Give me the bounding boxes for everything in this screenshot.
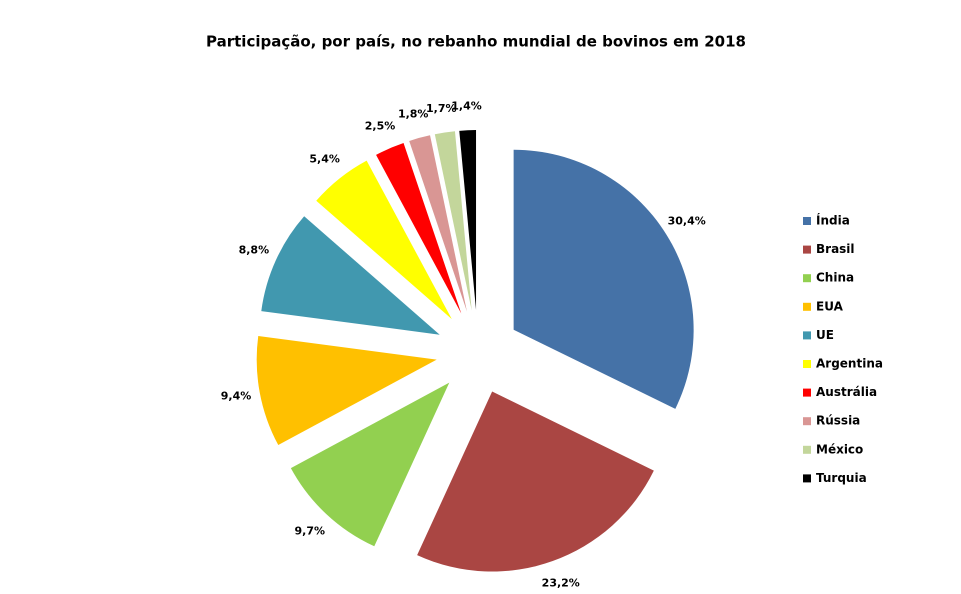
legend-swatch <box>803 217 811 225</box>
legend-label: EUA <box>816 299 844 313</box>
legend-swatch <box>803 360 811 368</box>
pie-slice <box>256 335 437 446</box>
data-label: 8,8% <box>239 244 270 257</box>
pie-slice <box>316 160 452 320</box>
legend-swatch <box>803 388 811 397</box>
data-label: 5,4% <box>309 153 340 166</box>
legend-swatch <box>803 245 811 254</box>
legend-label: China <box>816 271 854 285</box>
data-label: 23,2% <box>542 577 580 590</box>
pie-slice <box>513 149 694 409</box>
pie-slice <box>261 216 440 335</box>
pie-slice <box>290 382 450 547</box>
legend-label: Austrália <box>816 385 877 399</box>
data-label: 9,4% <box>221 389 252 402</box>
legend-swatch <box>803 331 811 340</box>
data-label: 1,7% <box>426 102 457 115</box>
legend-swatch <box>803 417 811 426</box>
data-label: 1,8% <box>398 108 429 121</box>
legend-swatch <box>803 302 811 311</box>
legend-label: Argentina <box>816 357 883 371</box>
legend-label: México <box>816 442 863 456</box>
pie-slice <box>417 391 654 572</box>
data-label: 9,7% <box>295 525 326 538</box>
legend-label: Brasil <box>816 242 855 256</box>
chart-title: Participação, por país, no rebanho mundi… <box>206 33 746 51</box>
pie-slice <box>376 142 462 314</box>
legend-swatch <box>803 445 811 454</box>
legend-label: Turquia <box>816 471 867 485</box>
legend-swatch <box>803 274 811 283</box>
data-label: 2,5% <box>365 119 396 132</box>
pie-slice <box>409 135 467 312</box>
data-label: 1,4% <box>451 99 482 112</box>
data-label: 30,4% <box>668 215 706 228</box>
legend-label: Rússia <box>816 414 860 428</box>
legend-swatch <box>803 474 811 483</box>
pie-slice <box>459 130 477 311</box>
legend-label: Índia <box>816 213 850 228</box>
legend-label: UE <box>816 328 834 342</box>
pie-slice <box>434 131 472 311</box>
